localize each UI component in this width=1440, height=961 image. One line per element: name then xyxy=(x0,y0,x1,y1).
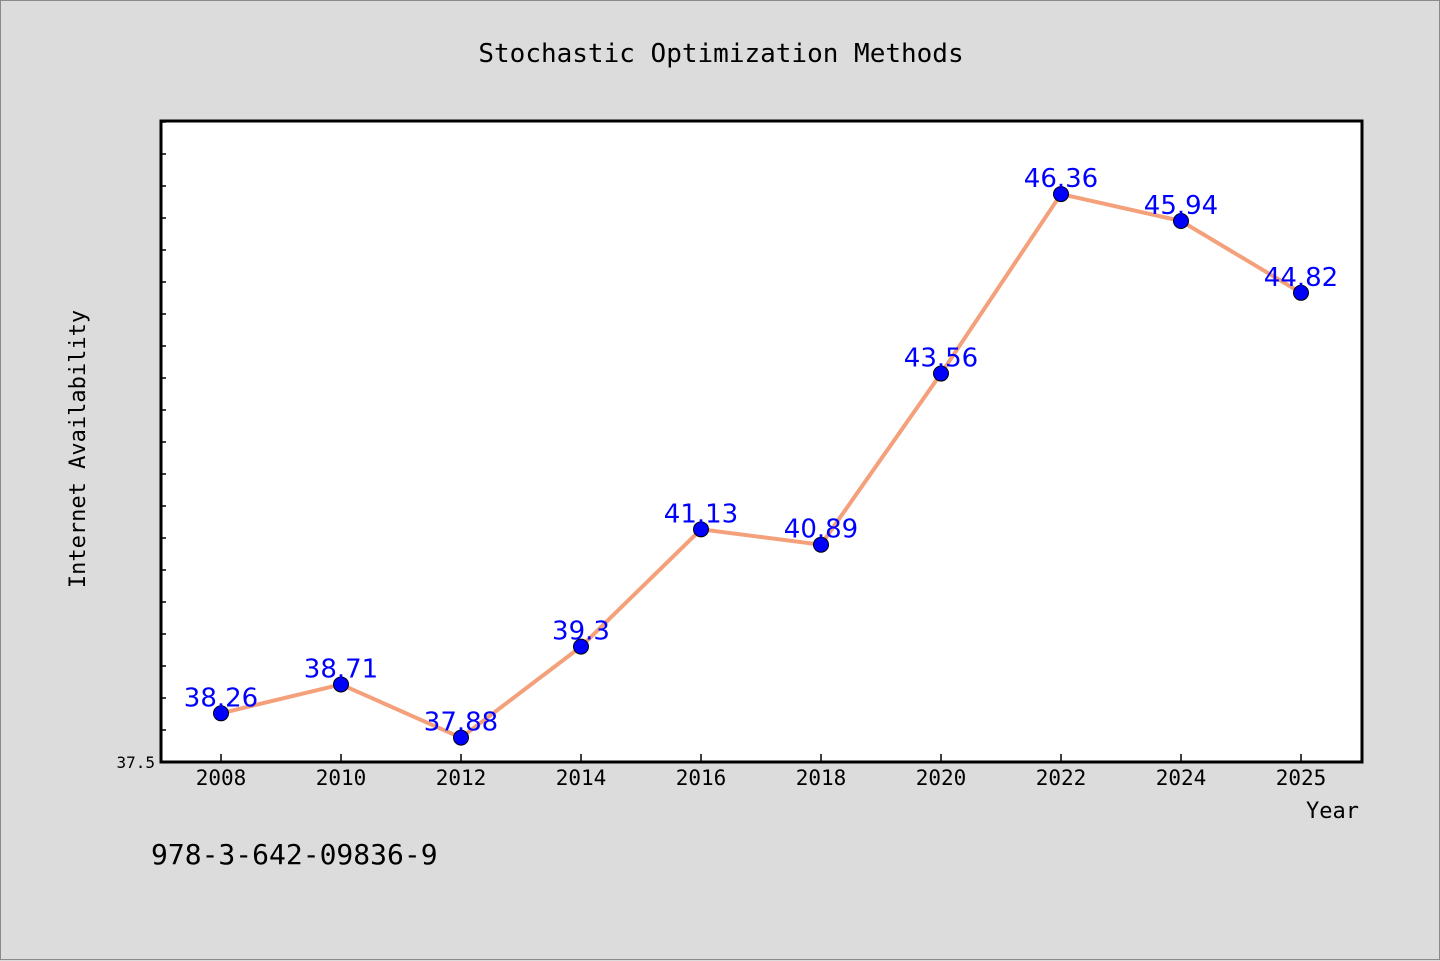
data-point xyxy=(1053,186,1069,203)
data-label: 37.88 xyxy=(424,708,498,738)
y-axis-tick-labels: 37.5 xyxy=(116,753,155,772)
data-point xyxy=(573,638,589,655)
isbn-footer: 978-3-642-09836-9 xyxy=(151,838,438,871)
series-line xyxy=(220,192,1303,740)
series-line-group xyxy=(220,192,1303,740)
x-tick-label: 2016 xyxy=(676,766,727,790)
x-tick-label: 2018 xyxy=(796,766,847,790)
data-point xyxy=(333,676,349,693)
data-point xyxy=(693,521,709,538)
x-tick-label: 2022 xyxy=(1036,766,1087,790)
x-axis-label: Year xyxy=(1306,799,1359,824)
data-label: 40.89 xyxy=(784,515,858,545)
x-tick-label: 2020 xyxy=(916,766,967,790)
y-axis-ticks xyxy=(161,121,166,763)
x-axis-tick-labels: 2008 2010 2012 2014 2016 2018 2020 2022 2024 2025 xyxy=(196,766,1327,790)
data-label: 43.56 xyxy=(904,344,978,374)
x-tick-label: 2008 xyxy=(196,766,247,790)
data-label: 46.36 xyxy=(1024,164,1098,194)
plot-area xyxy=(159,119,1364,764)
data-point xyxy=(453,729,469,746)
data-label: 44.82 xyxy=(1264,263,1338,293)
data-point xyxy=(933,365,949,382)
y-tick-label: 37.5 xyxy=(116,753,155,772)
x-tick-label: 2024 xyxy=(1156,766,1207,790)
data-point xyxy=(813,536,829,553)
x-tick-label: 2025 xyxy=(1276,766,1327,790)
data-label: 45.94 xyxy=(1144,191,1218,221)
y-axis-label: Internet Availability xyxy=(66,310,91,588)
data-label: 39.3 xyxy=(552,617,610,647)
x-axis-ticks xyxy=(220,754,1302,762)
data-label: 38.26 xyxy=(184,683,258,713)
x-tick-label: 2012 xyxy=(436,766,487,790)
data-point xyxy=(1173,212,1189,229)
chart-title: Stochastic Optimization Methods xyxy=(478,39,963,69)
data-label: 41.13 xyxy=(664,499,738,529)
data-label: 38.71 xyxy=(304,654,378,684)
data-label-group: 38.26 38.71 37.88 39.3 41.13 40.89 43.56 46.36 4… xyxy=(184,164,1338,738)
x-tick-label: 2010 xyxy=(316,766,367,790)
series-marker-group xyxy=(213,186,1309,746)
x-tick-label: 2014 xyxy=(556,766,607,790)
data-point xyxy=(1293,284,1309,301)
data-point xyxy=(213,705,229,722)
